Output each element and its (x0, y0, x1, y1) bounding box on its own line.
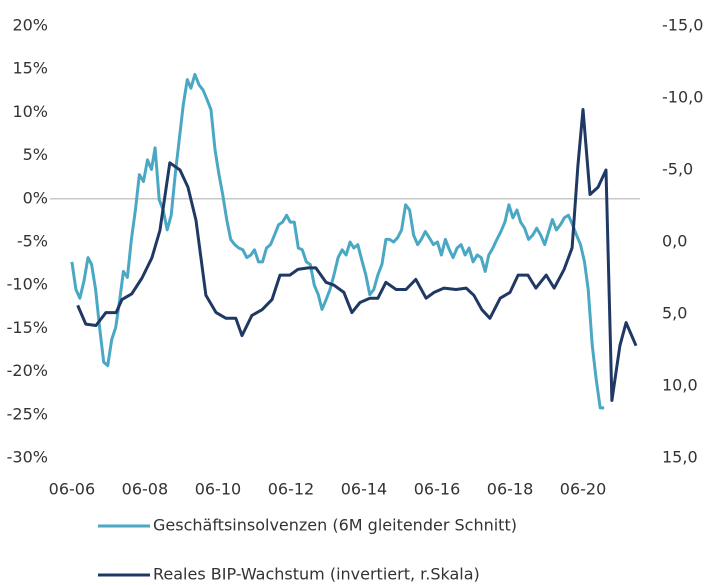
y-tick-label: -20% (7, 361, 48, 380)
x-tick-label: 06-16 (414, 480, 461, 499)
y-tick-label: -25% (7, 404, 48, 423)
y-tick-label: 10% (12, 102, 48, 121)
y2-tick-label: 10,0 (662, 376, 698, 395)
y2-tick-label: 15,0 (662, 448, 698, 467)
y-tick-label: 5% (23, 145, 48, 164)
x-tick-label: 06-18 (487, 480, 534, 499)
y-tick-label: -10% (7, 275, 48, 294)
series-line (76, 108, 638, 402)
y-tick-label: 0% (23, 188, 48, 207)
y-tick-label: 20% (12, 16, 48, 35)
x-tick-label: 06-12 (268, 480, 315, 499)
y-tick-label: -15% (7, 318, 48, 337)
y2-tick-label: -10,0 (662, 88, 703, 107)
y2-tick-label: -15,0 (662, 16, 703, 35)
x-tick-label: 06-14 (341, 480, 388, 499)
x-tick-label: 06-08 (122, 480, 169, 499)
x-tick-label: 06-10 (195, 480, 242, 499)
y2-tick-label: -5,0 (662, 160, 693, 179)
legend-label: Reales BIP-Wachstum (invertiert, r.Skala… (153, 565, 480, 584)
y-tick-label: 15% (12, 59, 48, 78)
y-tick-label: -30% (7, 448, 48, 467)
y2-tick-label: 0,0 (662, 232, 687, 251)
series-line (70, 72, 605, 410)
x-tick-label: 06-06 (49, 480, 96, 499)
legend-label: Geschäftsinsolvenzen (6M gleitender Schn… (153, 516, 517, 535)
y-tick-label: -5% (17, 232, 48, 251)
y2-tick-label: 5,0 (662, 304, 687, 323)
x-tick-label: 06-20 (560, 480, 607, 499)
